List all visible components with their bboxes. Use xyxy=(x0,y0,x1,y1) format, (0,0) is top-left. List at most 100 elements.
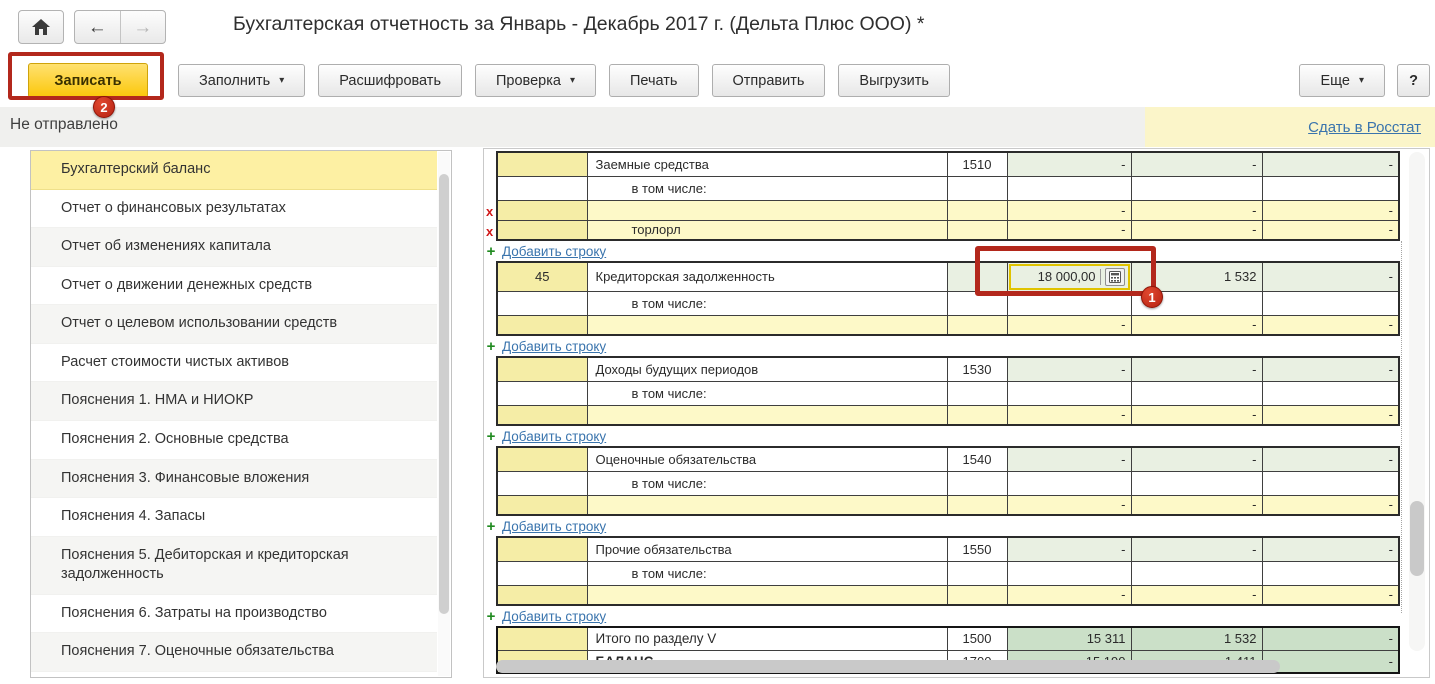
note-cell[interactable]: 45 xyxy=(496,261,588,292)
add-row-link[interactable]: Добавить строку xyxy=(502,338,607,354)
value-cell[interactable]: - xyxy=(1261,356,1400,382)
plus-icon[interactable]: + xyxy=(486,427,496,445)
value-cell[interactable]: - xyxy=(1261,261,1400,292)
home-button[interactable] xyxy=(18,10,64,44)
note-cell[interactable] xyxy=(496,151,588,177)
value-cell[interactable]: - xyxy=(1261,446,1400,472)
sidebar-scrollbar[interactable] xyxy=(438,152,450,676)
plus-icon[interactable]: + xyxy=(486,607,496,625)
add-row-link[interactable]: Добавить строку xyxy=(502,428,607,444)
delete-row-icon[interactable]: x xyxy=(486,224,494,239)
sidebar-item-notes-2[interactable]: Пояснения 2. Основные средства xyxy=(31,420,437,460)
sidebar-item-notes-4[interactable]: Пояснения 4. Запасы xyxy=(31,498,437,537)
add-row: + Добавить строку xyxy=(485,516,1429,536)
scrollbar-thumb[interactable] xyxy=(496,660,1281,673)
amount-input[interactable]: 18 000,00 xyxy=(1008,264,1130,290)
save-button[interactable]: Записать xyxy=(28,63,148,98)
value-cell[interactable]: - xyxy=(1130,356,1263,382)
send-button[interactable]: Отправить xyxy=(711,64,826,97)
sidebar-item-capital-changes[interactable]: Отчет об изменениях капитала xyxy=(31,228,437,267)
toolbar-right: Еще ▾ ? xyxy=(1299,64,1430,97)
value-cell[interactable]: - xyxy=(1130,536,1263,562)
value-cell[interactable]: - xyxy=(1261,219,1400,241)
arrow-right-icon: → xyxy=(133,16,153,38)
value-cell[interactable]: - xyxy=(1261,151,1400,177)
plus-icon[interactable]: + xyxy=(486,337,496,355)
print-button[interactable]: Печать xyxy=(608,64,699,97)
add-row-link[interactable]: Добавить строку xyxy=(502,243,607,259)
row-label[interactable]: торлорл xyxy=(586,219,948,241)
value-cell[interactable]: - xyxy=(1006,404,1132,426)
value-cell[interactable]: - xyxy=(1130,151,1263,177)
value-cell[interactable]: - xyxy=(1261,536,1400,562)
sidebar-item-notes-6[interactable]: Пояснения 6. Затраты на производство xyxy=(31,594,437,634)
horizontal-scrollbar[interactable] xyxy=(494,660,1385,673)
value-cell[interactable]: - xyxy=(1261,584,1400,606)
sidebar-item-notes-3[interactable]: Пояснения 3. Финансовые вложения xyxy=(31,459,437,499)
sidebar-item-financial-results[interactable]: Отчет о финансовых результатах xyxy=(31,189,437,229)
help-button[interactable]: ? xyxy=(1397,64,1430,97)
plus-icon[interactable]: + xyxy=(486,242,496,260)
table-section-payables: 45 Кредиторская задолженность 18 000,00 … xyxy=(496,261,1400,336)
sidebar-item-cash-flow[interactable]: Отчет о движении денежных средств xyxy=(31,266,437,306)
row-code[interactable] xyxy=(946,261,1008,292)
value-cell[interactable]: - xyxy=(1006,199,1132,221)
note-cell[interactable] xyxy=(496,219,588,241)
value-cell[interactable]: - xyxy=(1006,219,1132,241)
note-cell[interactable] xyxy=(496,199,588,221)
plus-icon[interactable]: + xyxy=(486,517,496,535)
sidebar-item-notes-7[interactable]: Пояснения 7. Оценочные обязательства xyxy=(31,633,437,672)
value-cell[interactable]: - xyxy=(1130,404,1263,426)
value-cell[interactable]: - xyxy=(1130,446,1263,472)
sidebar-item-net-assets[interactable]: Расчет стоимости чистых активов xyxy=(31,343,437,383)
value-cell[interactable]: - xyxy=(1006,314,1132,336)
value-cell[interactable]: - xyxy=(1006,536,1132,562)
value-cell[interactable]: - xyxy=(1130,314,1263,336)
table-row: - - - xyxy=(496,494,1400,516)
back-button[interactable]: ← xyxy=(75,11,120,43)
value-cell[interactable]: - xyxy=(1261,404,1400,426)
row-label: Оценочные обязательства xyxy=(586,446,948,472)
rosstat-link[interactable]: Сдать в Росстат xyxy=(1308,118,1421,136)
sidebar-item-balance-sheet[interactable]: Бухгалтерский баланс xyxy=(31,151,437,190)
value-cell[interactable]: - xyxy=(1006,494,1132,516)
value-cell[interactable]: - xyxy=(1261,494,1400,516)
sidebar-item-notes-5[interactable]: Пояснения 5. Дебиторская и кредиторская … xyxy=(31,536,437,595)
decode-button[interactable]: Расшифровать xyxy=(318,64,462,97)
forward-button[interactable]: → xyxy=(121,11,166,43)
value-cell[interactable]: - xyxy=(1261,314,1400,336)
add-row-link[interactable]: Добавить строку xyxy=(502,518,607,534)
value-cell[interactable]: - xyxy=(1130,584,1263,606)
row-label[interactable] xyxy=(586,199,948,221)
value-cell[interactable]: - xyxy=(1130,219,1263,241)
sidebar-item-notes-1[interactable]: Пояснения 1. НМА и НИОКР xyxy=(31,382,437,421)
export-button[interactable]: Выгрузить xyxy=(838,64,950,97)
add-row-link[interactable]: Добавить строку xyxy=(502,608,607,624)
table-row: торлорл - - - xyxy=(496,219,1400,241)
vertical-scrollbar[interactable] xyxy=(1409,152,1425,651)
rosstat-banner: Сдать в Росстат xyxy=(1145,107,1435,147)
fill-button[interactable]: Заполнить ▾ xyxy=(178,64,306,97)
value-cell[interactable]: - xyxy=(1006,356,1132,382)
calculator-icon[interactable] xyxy=(1104,267,1125,286)
scrollbar-thumb[interactable] xyxy=(439,174,449,614)
chevron-down-icon: ▾ xyxy=(1358,75,1364,86)
table-row: - - - xyxy=(496,314,1400,336)
value-cell[interactable]: - xyxy=(1261,199,1400,221)
delete-row-icon[interactable]: x xyxy=(486,204,494,219)
value-cell[interactable]: - xyxy=(1006,151,1132,177)
scrollbar-thumb[interactable] xyxy=(1410,501,1424,577)
value-cell: 15 311 xyxy=(1006,626,1132,651)
sidebar-item-notes-8[interactable]: Пояснения 8. Обеспечения обязательств xyxy=(31,671,437,677)
more-button[interactable]: Еще ▾ xyxy=(1299,64,1385,97)
row-label: в том числе: xyxy=(586,560,948,586)
row-label: в том числе: xyxy=(586,290,948,316)
value-cell[interactable]: - xyxy=(1006,584,1132,606)
value-cell[interactable]: - xyxy=(1130,199,1263,221)
value-cell[interactable]: 1 532 xyxy=(1130,261,1263,292)
value-cell[interactable]: - xyxy=(1130,494,1263,516)
value-cell[interactable]: - xyxy=(1006,446,1132,472)
table-row: Доходы будущих периодов 1530 - - - xyxy=(496,356,1400,382)
sidebar-item-targeted-use[interactable]: Отчет о целевом использовании средств xyxy=(31,305,437,344)
check-button[interactable]: Проверка ▾ xyxy=(475,64,596,97)
